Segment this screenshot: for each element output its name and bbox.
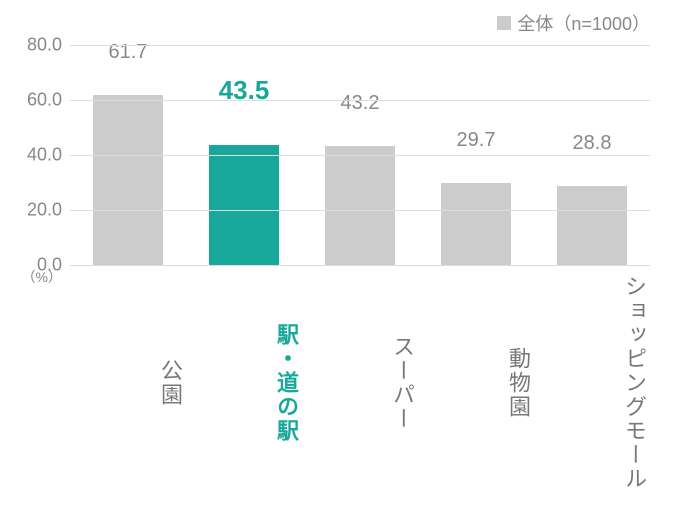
bar	[93, 95, 163, 265]
plot-area: 61.743.543.229.728.8 0.020.040.060.080.0…	[70, 45, 650, 265]
bar	[325, 146, 395, 265]
gridline	[70, 210, 650, 211]
y-tick-label: 80.0	[27, 35, 62, 56]
y-axis-unit: （%）	[22, 267, 62, 287]
legend-swatch	[497, 16, 511, 30]
legend: 全体（n=1000）	[497, 10, 650, 36]
y-tick-label: 60.0	[27, 90, 62, 111]
category-label: スーパー	[302, 275, 418, 491]
bar	[557, 186, 627, 265]
x-labels-row: 公園駅・道の駅スーパー動物園ショッピングモール	[70, 275, 650, 491]
bar-value-label: 43.5	[186, 75, 302, 110]
bar-chart: 全体（n=1000） 61.743.543.229.728.8 0.020.04…	[0, 0, 680, 519]
legend-label: 全体（n=1000）	[517, 10, 650, 36]
y-tick-label: 20.0	[27, 200, 62, 221]
bar	[209, 145, 279, 265]
gridline	[70, 155, 650, 156]
bar-value-label: 43.2	[302, 92, 418, 119]
bar-value-label: 29.7	[418, 129, 534, 156]
category-label: ショッピングモール	[534, 275, 650, 491]
gridline	[70, 100, 650, 101]
category-label: 動物園	[418, 275, 534, 491]
gridline	[70, 265, 650, 266]
category-label: 公園	[70, 275, 186, 491]
gridline	[70, 45, 650, 46]
category-label: 駅・道の駅	[186, 275, 302, 491]
bar	[441, 183, 511, 265]
y-tick-label: 40.0	[27, 145, 62, 166]
